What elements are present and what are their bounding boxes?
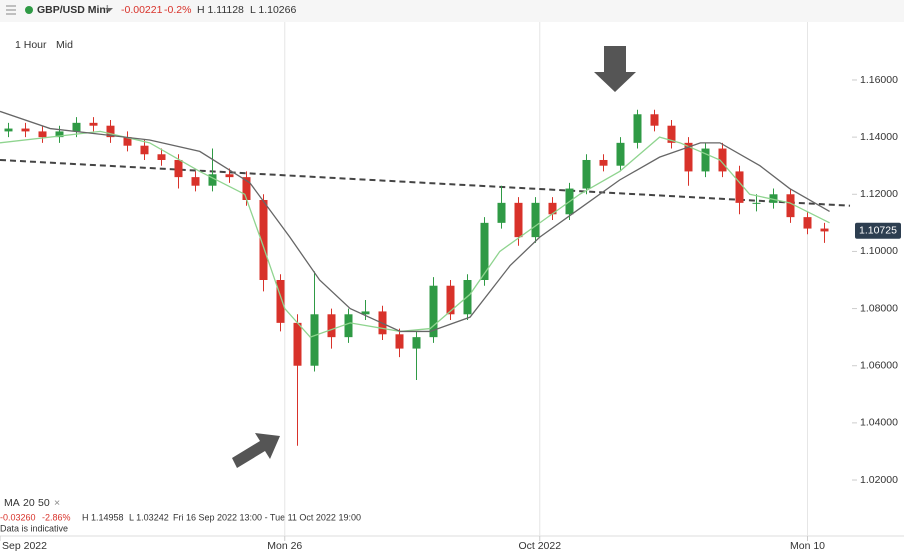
candle-body [582,159,591,189]
toolbar-bg [0,0,904,22]
y-tick-label: 1.02000 [860,474,898,486]
candle-body [327,314,336,338]
status-dot [25,6,33,14]
candle-body [191,177,200,186]
ma-period: 50 [38,497,50,509]
range-change: -0.03260 [0,512,36,522]
candle-body [310,314,319,366]
ma-period: 20 [23,497,35,509]
x-tick-label: Oct 2022 [518,540,561,552]
candle-body [735,171,744,203]
candle-body [157,154,166,160]
candle-body [123,137,132,146]
y-tick-label: 1.04000 [860,417,898,429]
y-tick-label: 1.16000 [860,74,898,86]
y-tick-label: 1.14000 [860,131,898,143]
y-tick-label: 1.12000 [860,188,898,200]
price-type[interactable]: Mid [56,39,73,51]
candle-body [633,114,642,143]
candle-body [89,122,98,126]
candle-body [599,159,608,166]
candle-body [429,285,438,338]
range-high: H 1.14958 [82,512,124,522]
note: Data is indicative [0,523,68,533]
last-price-tag [855,222,901,239]
candle-body [616,142,625,166]
change-pct: -0.2% [164,4,191,16]
candle-body [38,131,47,138]
candle-body [769,194,778,203]
low: L 1.10266 [250,4,296,16]
y-tick-label: 1.08000 [860,302,898,314]
candle-body [4,128,13,132]
candle-body [446,285,455,315]
candle-body [395,334,404,349]
candle-body [361,311,370,315]
range-change-pct: -2.86% [42,512,71,522]
x-tick-label: Mon 26 [267,540,302,552]
candle-body [412,337,421,349]
ma-label: MA [4,497,20,509]
candle-body [242,177,251,200]
candle-body [718,148,727,172]
candle-body [684,142,693,172]
interval[interactable]: 1 Hour [15,39,47,51]
candle-body [21,128,30,132]
high: H 1.11128 [197,4,244,16]
candle-body [293,322,302,366]
ma-line [0,110,830,333]
x-tick-label: Mon 10 [790,540,825,552]
candle-body [548,202,557,215]
candle-body [344,314,353,338]
candle-body [140,145,149,155]
y-tick-label: 1.06000 [860,360,898,372]
candle-body [259,199,268,280]
range-low: L 1.03242 [129,512,169,522]
menu-icon[interactable] [6,5,16,15]
arrow-up [232,433,280,468]
ma-line [0,130,830,338]
last-price-label: 1.10725 [859,224,897,236]
change: -0.00221 [121,4,163,16]
y-tick-label: 1.10000 [860,245,898,257]
instrument[interactable]: GBP/USD Mini [37,4,109,16]
candle-body [803,217,812,229]
arrow-down [594,46,636,92]
candle-body [276,280,285,323]
candle-body [225,174,234,178]
candle-body [531,202,540,238]
range-dates: Fri 16 Sep 2022 13:00 - Tue 11 Oct 2022 … [173,512,361,522]
candle-body [786,194,795,218]
candle-body [106,125,115,138]
candle-body [514,202,523,238]
dropdown[interactable] [105,8,113,12]
trendline [0,158,851,207]
candle-body [55,131,64,138]
candle-body [820,228,829,232]
ma-close[interactable]: × [54,497,60,509]
candle-body [72,122,81,132]
candle-body [497,202,506,223]
candle-body [208,174,217,186]
candle-body [650,114,659,126]
candle-body [480,222,489,280]
candle-body [174,159,183,178]
x-tick-label: Sep 2022 [2,540,47,552]
candle-body [752,202,761,204]
candle-body [667,125,676,143]
candle-body [701,148,710,172]
